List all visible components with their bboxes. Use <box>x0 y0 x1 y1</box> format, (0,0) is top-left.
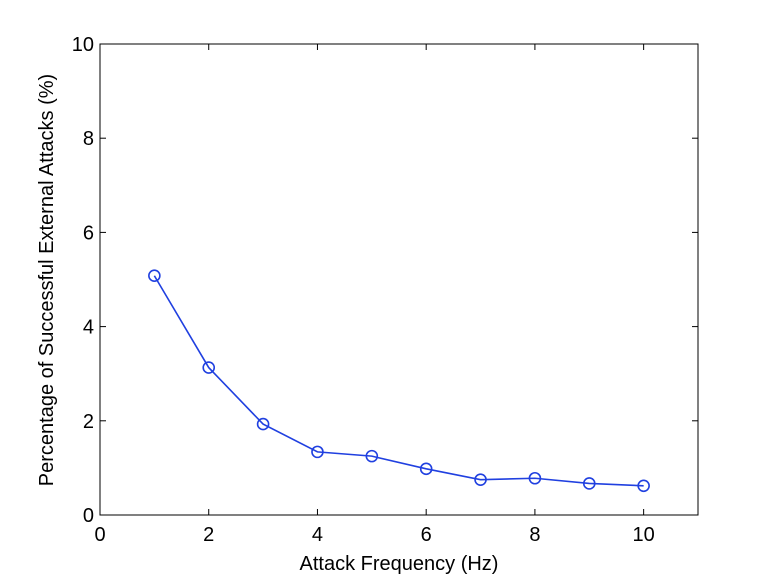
y-axis-label: Percentage of Successful External Attack… <box>36 74 58 486</box>
y-tick-label: 4 <box>83 317 94 339</box>
x-tick-label: 0 <box>94 524 105 546</box>
y-tick-label: 10 <box>72 34 94 56</box>
y-tick-label: 6 <box>83 222 94 244</box>
y-tick-label: 8 <box>83 128 94 150</box>
y-tick-label: 2 <box>83 411 94 433</box>
data-point-marker <box>256 417 270 431</box>
x-tick-label: 4 <box>312 524 323 546</box>
data-point-marker <box>419 462 433 476</box>
data-point-marker <box>637 479 650 493</box>
data-point-marker <box>365 449 379 463</box>
series-layer <box>148 269 650 493</box>
x-tick-label: 8 <box>529 524 540 546</box>
data-point-marker <box>148 269 161 283</box>
x-axis-ticks: 0 2 4 6 8 10 <box>94 44 655 546</box>
x-tick-label: 10 <box>633 524 655 546</box>
data-point-marker <box>528 471 542 485</box>
plot-area <box>99 43 699 516</box>
y-axis-ticks: 0 2 4 6 8 10 <box>72 34 698 527</box>
data-point-marker <box>311 445 324 459</box>
data-point-marker <box>202 361 216 374</box>
x-tick-label: 6 <box>421 524 432 546</box>
data-point-marker <box>474 473 487 486</box>
series-line <box>153 275 644 487</box>
x-axis-label: Attack Frequency (Hz) <box>300 553 499 575</box>
data-point-marker <box>582 477 596 490</box>
y-tick-label: 0 <box>83 505 94 527</box>
x-tick-label: 2 <box>203 524 214 546</box>
